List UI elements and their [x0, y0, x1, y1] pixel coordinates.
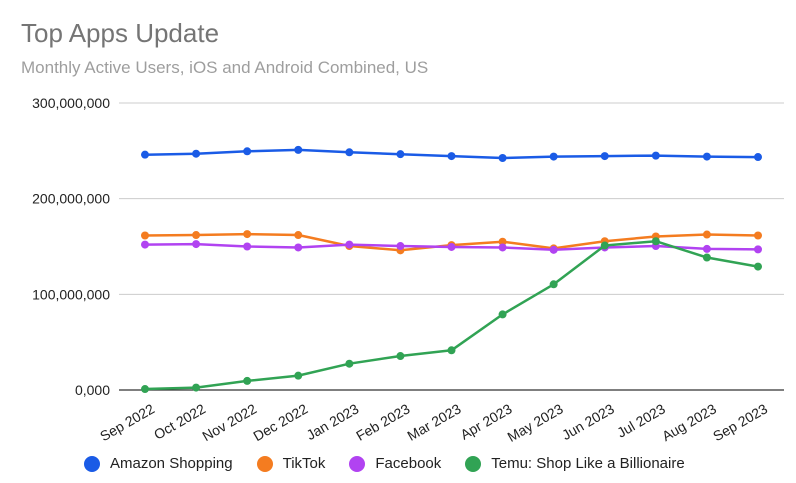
data-point[interactable]	[243, 230, 252, 239]
data-point[interactable]	[754, 231, 762, 240]
x-tick-label: Aug 2023	[659, 400, 719, 444]
data-point[interactable]	[447, 346, 456, 355]
data-point[interactable]	[294, 231, 303, 240]
chart-title: Top Apps Update	[21, 18, 220, 48]
x-tick-label: Oct 2022	[151, 400, 208, 442]
series-temu-shop-like-a-billionaire	[141, 237, 762, 394]
y-tick-label: 200,000,000	[32, 191, 110, 207]
x-tick-label: Mar 2023	[404, 400, 463, 444]
data-point[interactable]	[651, 151, 660, 160]
data-point[interactable]	[294, 371, 303, 380]
gridlines	[119, 102, 784, 391]
y-tick-label: 100,000,000	[32, 286, 110, 302]
x-tick-label: Jul 2023	[614, 400, 668, 440]
series-lines	[141, 145, 762, 394]
chart-subtitle: Monthly Active Users, iOS and Android Co…	[21, 58, 429, 77]
x-tick-label: Sep 2023	[710, 400, 770, 444]
legend-label-amazon-shopping: Amazon Shopping	[110, 455, 233, 472]
data-point[interactable]	[141, 231, 149, 240]
x-tick-label: Sep 2022	[97, 400, 157, 444]
x-tick-label: Feb 2023	[353, 400, 412, 444]
data-point[interactable]	[141, 150, 149, 159]
data-point[interactable]	[345, 148, 354, 157]
data-point[interactable]	[141, 240, 149, 249]
data-point[interactable]	[447, 152, 456, 161]
y-axis-tick-labels: 0,000 100,000,000 200,000,000 300,000,000	[32, 95, 110, 398]
data-point[interactable]	[192, 240, 201, 249]
legend-swatch-tiktok	[256, 455, 273, 472]
data-point[interactable]	[600, 241, 609, 250]
legend-swatch-facebook	[349, 455, 366, 472]
data-point[interactable]	[702, 253, 711, 262]
legend-item-temu[interactable]: Temu: Shop Like a Billionaire	[465, 455, 685, 472]
data-point[interactable]	[192, 231, 201, 240]
data-point[interactable]	[447, 242, 456, 251]
x-tick-label: Dec 2022	[250, 400, 310, 444]
data-point[interactable]	[498, 243, 507, 252]
data-point[interactable]	[498, 154, 507, 163]
data-point[interactable]	[192, 383, 201, 392]
data-point[interactable]	[549, 152, 558, 161]
legend-item-amazon-shopping[interactable]: Amazon Shopping	[84, 455, 233, 472]
x-tick-label: Nov 2022	[199, 400, 259, 444]
y-tick-label: 300,000,000	[32, 95, 110, 111]
data-point[interactable]	[651, 237, 660, 246]
data-point[interactable]	[243, 242, 252, 251]
data-point[interactable]	[498, 237, 507, 246]
data-point[interactable]	[396, 242, 405, 251]
legend-item-facebook[interactable]: Facebook	[349, 455, 441, 472]
data-point[interactable]	[243, 147, 252, 156]
data-point[interactable]	[192, 149, 201, 158]
x-tick-label: Jan 2023	[304, 400, 362, 443]
data-point[interactable]	[345, 359, 354, 368]
data-point[interactable]	[396, 352, 405, 361]
x-tick-label: May 2023	[505, 400, 566, 445]
legend-swatch-amazon-shopping	[84, 455, 100, 472]
data-point[interactable]	[549, 280, 558, 289]
legend-label-facebook: Facebook	[375, 455, 442, 472]
legend: Amazon Shopping TikTok Facebook Temu: Sh…	[84, 455, 709, 472]
data-point[interactable]	[243, 376, 252, 385]
series-amazon-shopping	[141, 145, 762, 163]
data-point[interactable]	[754, 245, 762, 254]
data-point[interactable]	[396, 150, 405, 159]
data-point[interactable]	[345, 240, 354, 249]
data-point[interactable]	[702, 230, 711, 239]
data-point[interactable]	[294, 145, 303, 154]
data-point[interactable]	[754, 153, 762, 162]
legend-item-tiktok[interactable]: TikTok	[256, 455, 326, 472]
data-point[interactable]	[702, 152, 711, 161]
x-tick-label: Apr 2023	[457, 400, 514, 442]
data-point[interactable]	[702, 244, 711, 253]
data-point[interactable]	[498, 310, 507, 319]
data-point[interactable]	[294, 243, 303, 252]
y-tick-label: 0,000	[75, 382, 110, 398]
series-line-temu-shop-like-a-billionaire	[144, 239, 759, 391]
data-point[interactable]	[600, 152, 609, 161]
data-point[interactable]	[141, 385, 149, 394]
x-tick-label: Jun 2023	[559, 400, 617, 443]
legend-label-temu: Temu: Shop Like a Billionaire	[491, 455, 685, 472]
legend-swatch-temu	[465, 455, 482, 472]
data-point[interactable]	[549, 245, 558, 254]
data-point[interactable]	[754, 262, 762, 271]
legend-label-tiktok: TikTok	[282, 455, 326, 472]
